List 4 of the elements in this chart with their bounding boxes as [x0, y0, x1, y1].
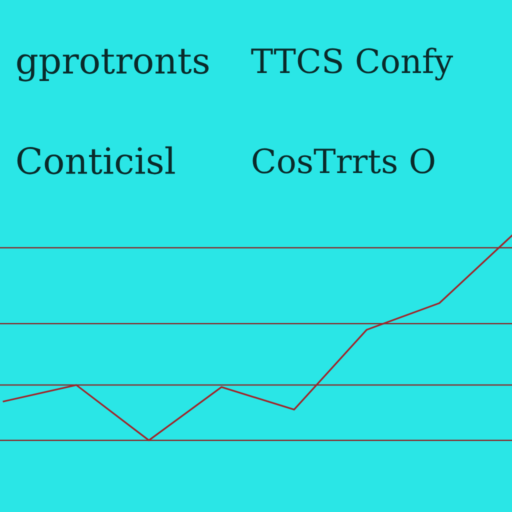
text: gprotronts [17, 48, 209, 82]
text: Conticisl [17, 146, 175, 174]
text: CosTrrts O [252, 148, 434, 174]
text: TTCS Confy [251, 48, 454, 80]
